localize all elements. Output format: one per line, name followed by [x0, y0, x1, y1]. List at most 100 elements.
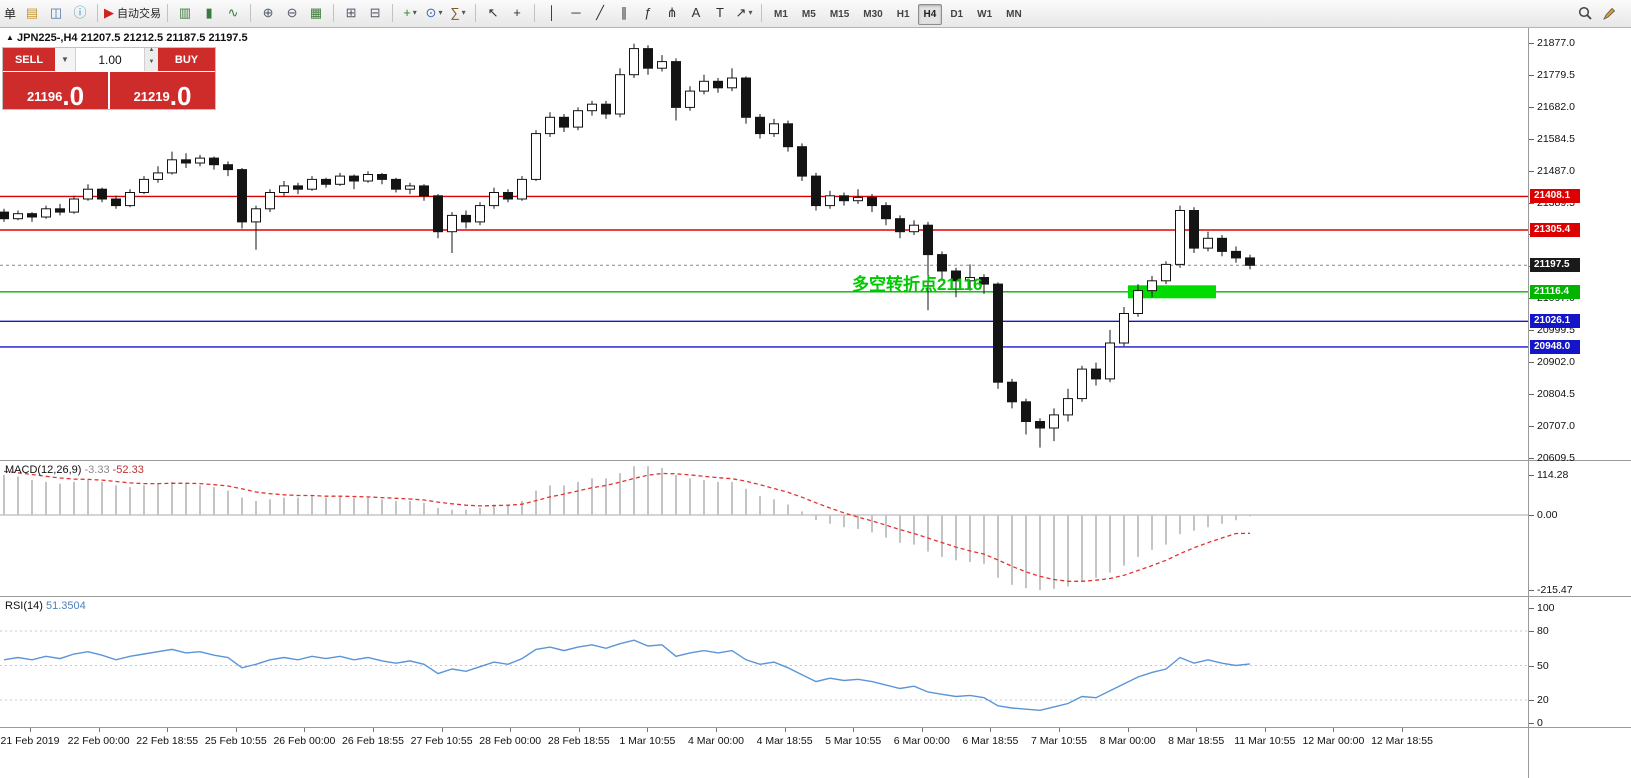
timeframe-h4-button[interactable]: H4	[917, 4, 943, 26]
time-label: 1 Mar 10:55	[619, 735, 676, 747]
price-tick-label: 21487.0	[1529, 164, 1575, 177]
crosshair-button[interactable]: +	[506, 2, 528, 24]
time-tick	[647, 728, 649, 732]
buy-button[interactable]: BUY	[158, 48, 215, 71]
sell-price[interactable]: 21196.0	[3, 72, 108, 109]
cascade-windows-icon: ⊟	[369, 5, 381, 21]
timeframe-h1-button[interactable]: H1	[896, 9, 910, 21]
time-tick	[578, 728, 580, 732]
price-axis[interactable]: 21877.021779.521682.021584.521487.021389…	[1528, 28, 1631, 464]
timeframe-m1-button[interactable]: M1	[774, 9, 788, 21]
time-tick	[235, 728, 237, 732]
channel-button[interactable]: ∥	[613, 2, 635, 24]
current-price-badge: 21197.5	[1530, 258, 1580, 273]
horizontal-line-button[interactable]: ─	[565, 2, 587, 24]
new-chart-button[interactable]: + ▾	[399, 2, 421, 24]
search-button[interactable]	[1574, 3, 1596, 25]
autotrading-icon: ▶	[104, 5, 115, 21]
zoom-in-button[interactable]: ⊕	[257, 2, 279, 24]
rsi-label: RSI(14) 51.3504	[5, 600, 86, 612]
volume-increase-button[interactable]: ▲	[148, 47, 155, 53]
time-label: 22 Feb 00:00	[67, 735, 130, 747]
time-label: 26 Feb 18:55	[342, 735, 404, 747]
trendline-button[interactable]: ╱	[589, 2, 611, 24]
main-chart-pane[interactable]: ▲ JPN225-,H4 21207.5 21212.5 21187.5 211…	[0, 28, 1528, 461]
level-price-badge: 20948.0	[1530, 339, 1580, 354]
new-chart-icon: +	[403, 5, 411, 21]
label-button[interactable]: T	[709, 2, 731, 24]
axis-corner	[1528, 728, 1631, 778]
timeframe-d1-button[interactable]: D1	[950, 9, 964, 21]
toolbar-separator	[250, 4, 252, 23]
level-price-badge: 21305.4	[1530, 223, 1580, 237]
ohlc-values: 21207.5 21212.5 21187.5 21197.5	[80, 32, 248, 44]
volume-stepper: ▲ ▼	[144, 47, 158, 71]
cursor-icon: ↖	[487, 5, 499, 21]
time-tick	[990, 728, 992, 732]
toolbar-separator	[534, 4, 536, 23]
grid-button[interactable]: ▦	[305, 2, 327, 24]
buy-price[interactable]: 21219.0	[110, 72, 215, 109]
vertical-line-button[interactable]: │	[541, 2, 563, 24]
tile-windows-button[interactable]: ⊞	[340, 2, 362, 24]
candlestick-chart	[0, 43, 1528, 448]
edit-button[interactable]	[1598, 3, 1620, 25]
volume-input[interactable]	[76, 48, 144, 71]
cursor-button[interactable]: ↖	[482, 2, 504, 24]
time-label: 4 Mar 18:55	[756, 735, 813, 747]
volume-dropdown[interactable]: ▼	[55, 48, 76, 71]
profiles-button[interactable]: ⊙ ▾	[423, 2, 445, 24]
rsi-axis[interactable]: 100 80 50 20 0	[1528, 597, 1631, 729]
new-order-icon[interactable]: ▤	[21, 2, 43, 24]
level-price-badge: 21116.4	[1530, 284, 1580, 299]
shapes-icon: ↗	[735, 5, 747, 21]
info-icon[interactable]: ⓘ	[69, 2, 91, 24]
text-button[interactable]: A	[685, 2, 707, 24]
fibonacci-button[interactable]: ƒ	[637, 2, 659, 24]
timeframe-w1-button[interactable]: W1	[977, 9, 993, 21]
rsi-tick-label: 80	[1529, 625, 1549, 637]
zoom-out-button[interactable]: ⊖	[281, 2, 303, 24]
macd-tick-label: 0.00	[1528, 509, 1558, 521]
cascade-windows-button[interactable]: ⊟	[364, 2, 386, 24]
autotrading-button[interactable]: ▶ 自动交易	[104, 5, 162, 21]
volume-decrease-button[interactable]: ▼	[148, 58, 155, 65]
toolbar-buttons: ▤ ◫ ⓘ ▶ 自动交易 ▥ ▮ ∿ ⊕ ⊖ ▦ ⊞ ⊟ + ▾ ⊙ ▾ ∑ ▾ ↖ + │ ─ ╱ ∥ ƒ ⋔ A T ↗ ▾ M1 M5 M1…	[20, 2, 1029, 26]
timeframe-m5-button[interactable]: M5	[801, 9, 816, 21]
info-icon-icon: ⓘ	[73, 5, 87, 21]
time-label: 8 Mar 00:00	[1099, 735, 1156, 747]
time-tick	[373, 728, 374, 732]
grid-icon: ▦	[309, 5, 323, 21]
time-label: 21 Feb 2019	[0, 735, 60, 747]
chart-marker-icon: ▲	[6, 33, 14, 42]
rsi-pane[interactable]: RSI(14) 51.3504	[0, 597, 1528, 728]
pencil-icon	[1602, 7, 1615, 20]
zoom-out-icon: ⊖	[286, 5, 298, 21]
macd-pane[interactable]: MACD(12,26,9) -3.33 -52.33	[0, 461, 1528, 597]
toolbar-separator	[475, 4, 477, 23]
profiles-icon: ⊙	[425, 5, 437, 21]
time-tick	[1196, 728, 1198, 732]
macd-axis[interactable]: 114.28 0.00 -215.47	[1528, 461, 1631, 597]
bar-chart-button[interactable]: ▥	[174, 2, 196, 24]
time-label: 4 Mar 00:00	[687, 735, 745, 747]
timeframe-m15-button[interactable]: M15	[829, 9, 850, 21]
candlestick-chart-button[interactable]: ▮	[198, 2, 220, 24]
shapes-button[interactable]: ↗ ▾	[733, 2, 755, 24]
timeframe-mn-button[interactable]: MN	[1006, 9, 1022, 21]
time-label: 11 Mar 10:55	[1234, 735, 1296, 747]
timeframe-m30-button[interactable]: M30	[863, 9, 883, 21]
pitchfork-button[interactable]: ⋔	[661, 2, 683, 24]
time-axis[interactable]: 21 Feb 2019 22 Feb 00:00 22 Feb 18:55 25 Fe…	[0, 728, 1528, 778]
price-tick-label: 20707.0	[1529, 419, 1575, 432]
chart-window-icon[interactable]: ◫	[45, 2, 67, 24]
trendline-icon: ╱	[596, 5, 604, 21]
chevron-down-icon: ▾	[461, 8, 466, 18]
time-tick	[1059, 728, 1060, 732]
indicators-button[interactable]: ∑ ▾	[447, 2, 469, 24]
price-tick-label: 21877.0	[1529, 37, 1575, 49]
line-chart-button[interactable]: ∿	[222, 2, 244, 24]
time-tick	[716, 728, 717, 732]
sell-button[interactable]: SELL	[3, 48, 55, 71]
time-label: 6 Mar 18:55	[962, 735, 1019, 747]
